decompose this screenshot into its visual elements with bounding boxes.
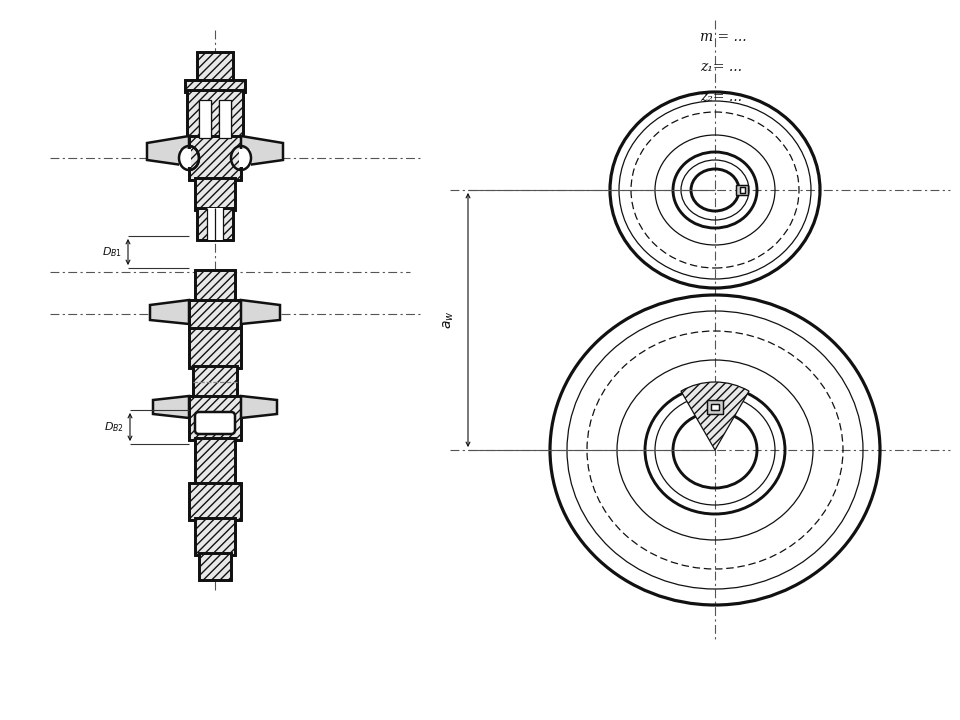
Bar xyxy=(199,553,231,580)
Bar xyxy=(189,300,241,330)
Bar xyxy=(189,396,241,440)
Bar xyxy=(740,187,745,193)
Polygon shape xyxy=(153,396,189,418)
Bar xyxy=(187,90,243,138)
Bar xyxy=(195,270,235,302)
Bar xyxy=(199,553,231,580)
Polygon shape xyxy=(241,136,283,166)
Text: z₂= ...: z₂= ... xyxy=(700,90,742,104)
Bar xyxy=(197,208,233,240)
Bar xyxy=(189,396,241,440)
Bar xyxy=(185,80,245,92)
Bar xyxy=(185,80,245,92)
Bar xyxy=(187,90,243,138)
Bar xyxy=(193,366,237,398)
Bar xyxy=(189,300,241,330)
Bar xyxy=(195,518,235,555)
Bar xyxy=(193,366,237,398)
Text: $D_{B2}$: $D_{B2}$ xyxy=(104,420,124,434)
Bar xyxy=(195,438,235,485)
Wedge shape xyxy=(681,382,749,450)
Text: $D_{B1}$: $D_{B1}$ xyxy=(102,245,122,259)
Bar xyxy=(740,187,745,193)
Bar xyxy=(207,208,215,240)
Bar xyxy=(187,90,243,138)
Bar xyxy=(195,178,235,210)
Bar xyxy=(711,404,719,410)
Bar xyxy=(189,328,241,368)
Bar xyxy=(711,404,719,410)
Polygon shape xyxy=(241,300,280,324)
Polygon shape xyxy=(150,300,189,324)
FancyBboxPatch shape xyxy=(195,412,235,434)
Bar xyxy=(197,52,233,82)
Bar xyxy=(189,483,241,520)
Polygon shape xyxy=(147,136,189,166)
Bar xyxy=(189,328,241,368)
Bar xyxy=(189,300,241,330)
Bar xyxy=(195,438,235,485)
Bar xyxy=(195,178,235,210)
Bar xyxy=(197,208,233,240)
Bar xyxy=(189,396,241,440)
Bar xyxy=(239,149,251,167)
Polygon shape xyxy=(241,396,277,418)
Bar xyxy=(189,136,241,180)
Bar xyxy=(193,366,237,398)
Bar xyxy=(215,208,223,240)
Bar xyxy=(736,185,748,195)
Bar xyxy=(189,328,241,368)
Text: $a_w$: $a_w$ xyxy=(442,311,456,329)
Bar xyxy=(179,149,191,167)
Bar xyxy=(707,400,723,414)
Bar xyxy=(195,518,235,555)
Bar xyxy=(195,518,235,555)
Bar xyxy=(195,438,235,485)
Bar xyxy=(195,270,235,302)
Text: m = ...: m = ... xyxy=(700,30,747,44)
Bar xyxy=(185,80,245,92)
Bar xyxy=(197,208,233,240)
Bar xyxy=(189,483,241,520)
Bar xyxy=(189,136,241,180)
Bar xyxy=(195,270,235,302)
Bar xyxy=(219,100,231,138)
Bar xyxy=(195,178,235,210)
Bar xyxy=(707,400,723,414)
Bar xyxy=(199,553,231,580)
Bar xyxy=(197,52,233,82)
Bar xyxy=(189,136,241,180)
Bar xyxy=(189,483,241,520)
Bar xyxy=(197,52,233,82)
Bar xyxy=(736,185,748,195)
Bar xyxy=(199,100,211,138)
Text: z₁= ...: z₁= ... xyxy=(700,60,742,74)
